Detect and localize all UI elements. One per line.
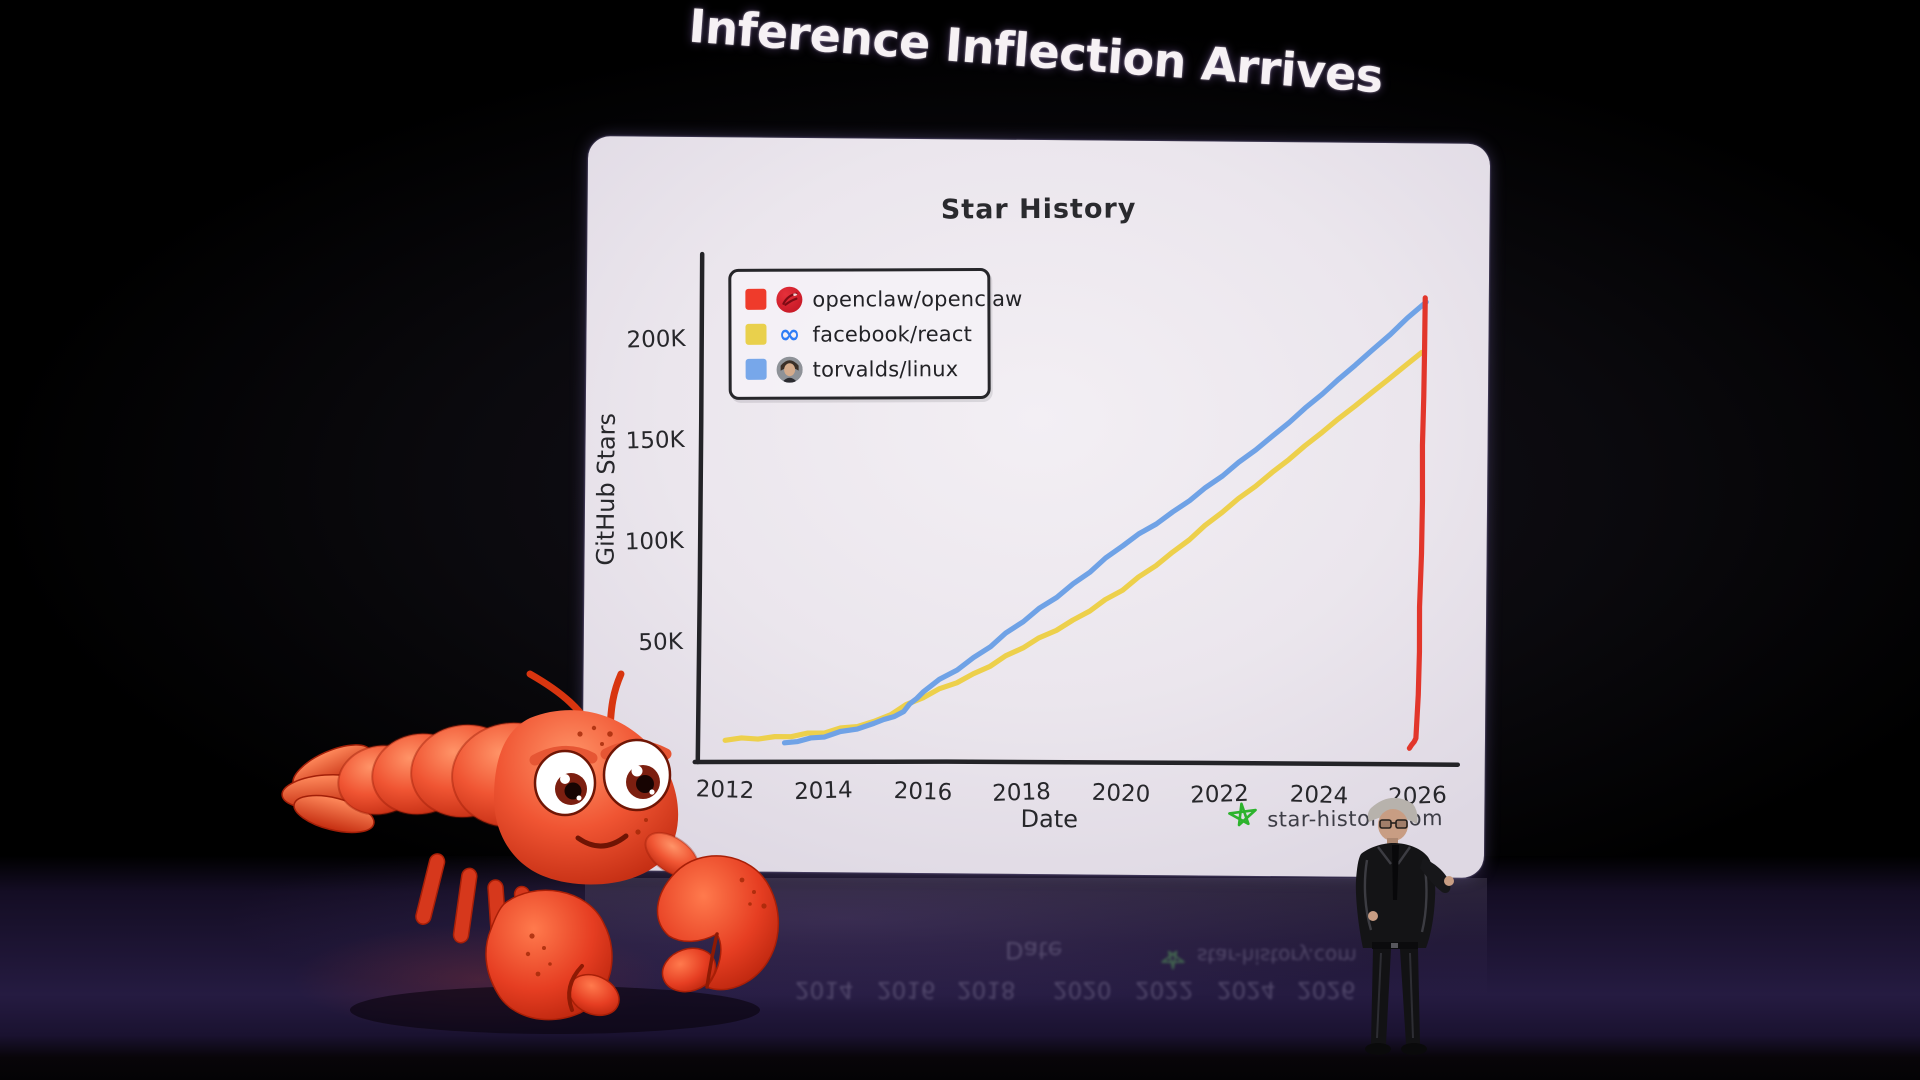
presenter-hand: [1444, 876, 1454, 886]
y-tick-label: 200K: [626, 326, 687, 354]
presenter-pants-sheen: [1376, 952, 1414, 1039]
legend-item-openclaw: openclaw/openclaw: [745, 281, 1023, 317]
presenter-shoes: [1365, 1043, 1427, 1055]
lobster-mascot: [281, 670, 780, 1034]
lobster-right-claw: [656, 855, 780, 993]
presenter-right-arm: [1420, 858, 1451, 894]
lobster-eyes: [533, 738, 672, 817]
x-tick-label: 2024: [1289, 781, 1348, 809]
x-tick-label: 2016: [893, 778, 952, 806]
x-axis-line: [692, 759, 1461, 767]
legend-item-react: ∞ facebook/react: [745, 316, 975, 352]
y-tick-label: 150K: [625, 427, 686, 455]
x-tick-label: 2018: [992, 779, 1051, 807]
presenter-buckle: [1391, 943, 1398, 948]
stage-floor: [0, 856, 1920, 1080]
presenter-glasses: [1379, 819, 1408, 829]
series-line-openclaw-openclaw: [1406, 295, 1428, 751]
legend-item-linux: torvalds/linux: [745, 351, 976, 387]
presenter-face: [1378, 809, 1408, 841]
series-line-facebook-react: [722, 349, 1425, 743]
x-tick-label: 2020: [1091, 780, 1150, 808]
meta-infinity-logo-icon: ∞: [778, 321, 801, 348]
presenter-tie: [1392, 845, 1399, 900]
y-tick-label: 50K: [638, 629, 684, 656]
legend-label: torvalds/linux: [812, 356, 959, 382]
star-history-watermark: star-history.com: [1227, 802, 1443, 836]
x-tick-label: 2012: [695, 776, 754, 804]
series-line-torvalds-linux: [781, 299, 1429, 746]
legend-swatch-openclaw: [745, 288, 767, 310]
lobster-smile: [575, 833, 629, 849]
presenter-neck: [1387, 838, 1398, 846]
legend-swatch-linux: [745, 358, 767, 380]
y-tick-label: 100K: [624, 528, 685, 556]
presenter-left-hand: [1368, 911, 1378, 921]
presenter-pants: [1371, 949, 1420, 1044]
lobster-left-claw: [485, 889, 620, 1021]
legend-label: openclaw/openclaw: [812, 286, 1023, 312]
y-axis-line: [695, 251, 705, 765]
star-history-chart: 2012 2014 2016 2018 2020 2022 2024 202650K100K1…: [591, 251, 1461, 833]
legend-swatch-react: [745, 323, 767, 345]
openclaw-lobster-avatar-icon: [776, 286, 803, 313]
x-axis-label: Date: [1020, 805, 1078, 833]
x-tick-label: 2022: [1190, 781, 1249, 809]
green-star-icon: [1228, 802, 1257, 827]
title-row: Inference Inflection Arrives: [585, 0, 1487, 103]
chart-legend: openclaw/openclaw ∞ facebook/react tor: [728, 267, 1023, 400]
x-tick-label: 2014: [794, 777, 853, 805]
y-axis-label: GitHub Stars: [591, 413, 620, 566]
legend-label: facebook/react: [812, 321, 973, 347]
presenter-figure: [1355, 797, 1454, 1055]
torvalds-photo-avatar-icon: [776, 356, 803, 383]
presentation-slide: Star History 2012 2014 2016 2018 2020 2022 202…: [581, 136, 1491, 878]
